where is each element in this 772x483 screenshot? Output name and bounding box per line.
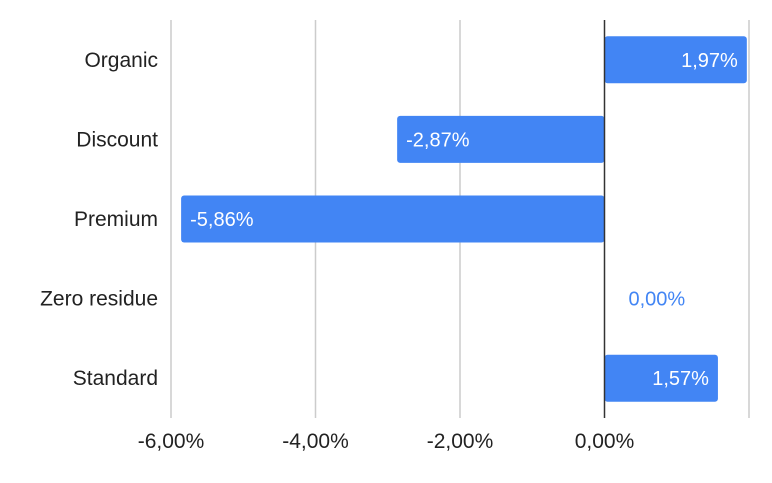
x-tick-label: -6,00% — [138, 430, 205, 453]
x-tick-label: -2,00% — [427, 430, 494, 453]
x-tick-label: 0,00% — [575, 430, 635, 453]
x-tick-label: -4,00% — [282, 430, 349, 453]
data-label: 0,00% — [629, 289, 686, 311]
bar — [181, 195, 605, 243]
bar — [397, 115, 605, 163]
axis-layer: -6,00% -4,00% -2,00% 0,00% — [138, 20, 635, 453]
data-label: -5,86% — [190, 209, 254, 231]
data-label: -2,87% — [406, 129, 470, 151]
label-layer: Organic Discount Premium Zero residue Standa… — [40, 49, 738, 390]
category-label: Zero residue — [40, 288, 158, 311]
data-label: 1,57% — [652, 368, 709, 390]
category-label: Premium — [74, 208, 158, 231]
category-label: Discount — [76, 128, 158, 151]
category-label: Standard — [73, 367, 158, 390]
bar — [604, 36, 747, 84]
category-label: Organic — [84, 49, 158, 72]
bar — [604, 354, 718, 402]
data-label: 1,97% — [681, 50, 738, 72]
bar-layer — [181, 36, 747, 402]
